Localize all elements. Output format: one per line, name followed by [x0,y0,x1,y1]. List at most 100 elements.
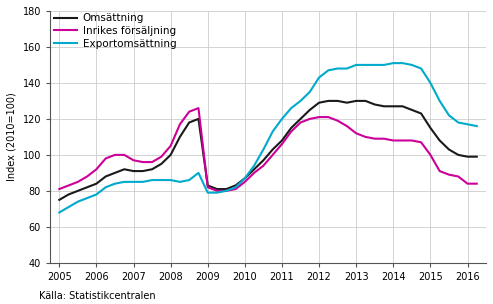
Inrikes försäljning [400,139,406,142]
Omsättning [140,169,146,173]
Exportomsättning [279,117,285,121]
Exportomsättning [75,200,81,203]
Inrikes försäljning [344,124,350,128]
Inrikes försäljning [307,117,313,121]
Exportomsättning [316,76,322,79]
Inrikes försäljning [103,157,108,160]
Inrikes försäljning [251,171,257,175]
Omsättning [464,155,470,158]
Omsättning [335,99,341,103]
Omsättning [158,162,164,166]
Exportomsättning [446,113,452,117]
Omsättning [223,187,229,191]
Exportomsättning [362,63,368,67]
Inrikes försäljning [390,139,396,142]
Omsättning [121,168,127,171]
Inrikes försäljning [362,135,368,139]
Inrikes försäljning [94,168,100,171]
Omsättning [298,117,304,121]
Omsättning [288,126,294,130]
Omsättning [362,99,368,103]
Exportomsättning [196,171,202,175]
Exportomsättning [409,63,415,67]
Exportomsättning [325,68,331,72]
Exportomsättning [464,123,470,126]
Inrikes försäljning [158,155,164,158]
Exportomsättning [335,67,341,70]
Omsättning [344,101,350,105]
Omsättning [75,189,81,193]
Omsättning [353,99,359,103]
Exportomsättning [158,178,164,182]
Omsättning [409,108,415,112]
Inrikes försäljning [288,130,294,133]
Exportomsättning [233,185,239,189]
Omsättning [251,168,257,171]
Inrikes försäljning [427,153,433,157]
Omsättning [381,105,387,108]
Inrikes försäljning [233,187,239,191]
Omsättning [131,169,137,173]
Exportomsättning [307,90,313,94]
Inrikes försäljning [409,139,415,142]
Exportomsättning [56,211,62,214]
Inrikes försäljning [131,158,137,162]
Omsättning [260,158,266,162]
Exportomsättning [353,63,359,67]
Inrikes försäljning [177,123,183,126]
Omsättning [168,153,174,157]
Omsättning [279,139,285,142]
Inrikes försäljning [140,160,146,164]
Y-axis label: Index (2010=100): Index (2010=100) [7,92,17,181]
Inrikes försäljning [242,180,248,184]
Inrikes försäljning [298,121,304,124]
Inrikes försäljning [335,119,341,123]
Inrikes försäljning [186,110,192,113]
Exportomsättning [344,67,350,70]
Omsättning [205,184,211,187]
Exportomsättning [260,148,266,151]
Exportomsättning [177,180,183,184]
Inrikes försäljning [455,174,461,178]
Exportomsättning [437,99,443,103]
Inrikes försäljning [112,153,118,157]
Inrikes försäljning [196,106,202,110]
Exportomsättning [400,61,406,65]
Exportomsättning [66,205,71,209]
Inrikes försäljning [474,182,480,185]
Omsättning [214,187,220,191]
Omsättning [242,176,248,180]
Omsättning [112,171,118,175]
Exportomsättning [168,178,174,182]
Omsättning [418,112,424,115]
Inrikes försäljning [223,189,229,193]
Omsättning [437,139,443,142]
Omsättning [66,193,71,196]
Exportomsättning [270,130,276,133]
Text: Källa: Statistikcentralen: Källa: Statistikcentralen [39,291,156,301]
Inrikes försäljning [279,142,285,146]
Exportomsättning [214,191,220,195]
Inrikes försäljning [84,174,90,178]
Inrikes försäljning [66,184,71,187]
Exportomsättning [242,176,248,180]
Omsättning [233,184,239,187]
Exportomsättning [390,61,396,65]
Exportomsättning [103,185,108,189]
Exportomsättning [381,63,387,67]
Line: Exportomsättning: Exportomsättning [59,63,477,212]
Omsättning [103,174,108,178]
Inrikes försäljning [214,189,220,193]
Inrikes försäljning [353,131,359,135]
Omsättning [196,117,202,121]
Inrikes försäljning [149,160,155,164]
Inrikes försäljning [437,169,443,173]
Inrikes försäljning [372,137,378,140]
Exportomsättning [223,189,229,193]
Exportomsättning [288,106,294,110]
Inrikes försäljning [316,115,322,119]
Exportomsättning [205,191,211,195]
Inrikes försäljning [381,137,387,140]
Omsättning [427,126,433,130]
Inrikes försäljning [446,173,452,177]
